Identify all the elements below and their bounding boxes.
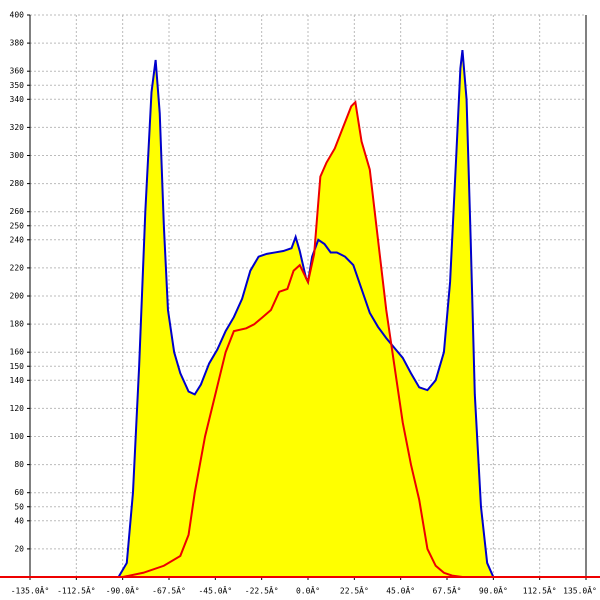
y-tick-label: 340 bbox=[10, 95, 25, 104]
y-tick-label: 50 bbox=[14, 502, 24, 511]
y-tick-label: 280 bbox=[10, 179, 25, 188]
y-tick-label: 150 bbox=[10, 362, 25, 371]
y-tick-label: 80 bbox=[14, 460, 24, 469]
x-tick-label: -112.5Â° bbox=[57, 585, 96, 596]
y-tick-label: 240 bbox=[10, 235, 25, 244]
y-tick-label: 200 bbox=[10, 292, 25, 301]
y-tick-label: 400 bbox=[10, 11, 25, 20]
x-tick-label: 45.0Â° bbox=[386, 585, 415, 596]
y-tick-label: 160 bbox=[10, 348, 25, 357]
y-tick-label: 220 bbox=[10, 263, 25, 272]
y-tick-label: 100 bbox=[10, 432, 25, 441]
x-tick-label: 0.0Â° bbox=[296, 585, 320, 596]
y-tick-label: 250 bbox=[10, 221, 25, 230]
y-tick-label: 320 bbox=[10, 123, 25, 132]
y-tick-label: 300 bbox=[10, 151, 25, 160]
x-tick-label: -90.0Â° bbox=[106, 585, 140, 596]
x-tick-label: -135.0Â° bbox=[11, 585, 50, 596]
y-tick-label: 20 bbox=[14, 544, 24, 553]
y-tick-label: 180 bbox=[10, 320, 25, 329]
y-tick-label: 60 bbox=[14, 488, 24, 497]
y-tick-label: 260 bbox=[10, 207, 25, 216]
x-tick-label: 67.5Â° bbox=[433, 585, 462, 596]
area-fill bbox=[122, 102, 463, 578]
x-tick-label: 22.5Â° bbox=[340, 585, 369, 596]
x-tick-label: 112.5Â° bbox=[523, 585, 557, 596]
series-line bbox=[122, 99, 463, 578]
y-tick-label: 380 bbox=[10, 39, 25, 48]
y-tick-label: 120 bbox=[10, 404, 25, 413]
x-tick-label: -22.5Â° bbox=[245, 585, 279, 596]
x-tick-label: 90.0Â° bbox=[479, 585, 508, 596]
y-tick-label: 40 bbox=[14, 516, 24, 525]
y-tick-label: 140 bbox=[10, 376, 25, 385]
x-tick-label: -45.0Â° bbox=[198, 585, 232, 596]
y-tick-label: 360 bbox=[10, 67, 25, 76]
x-tick-label: -67.5Â° bbox=[152, 585, 186, 596]
y-tick-label: 350 bbox=[10, 81, 25, 90]
x-tick-label: 135.0Â° bbox=[563, 585, 597, 596]
